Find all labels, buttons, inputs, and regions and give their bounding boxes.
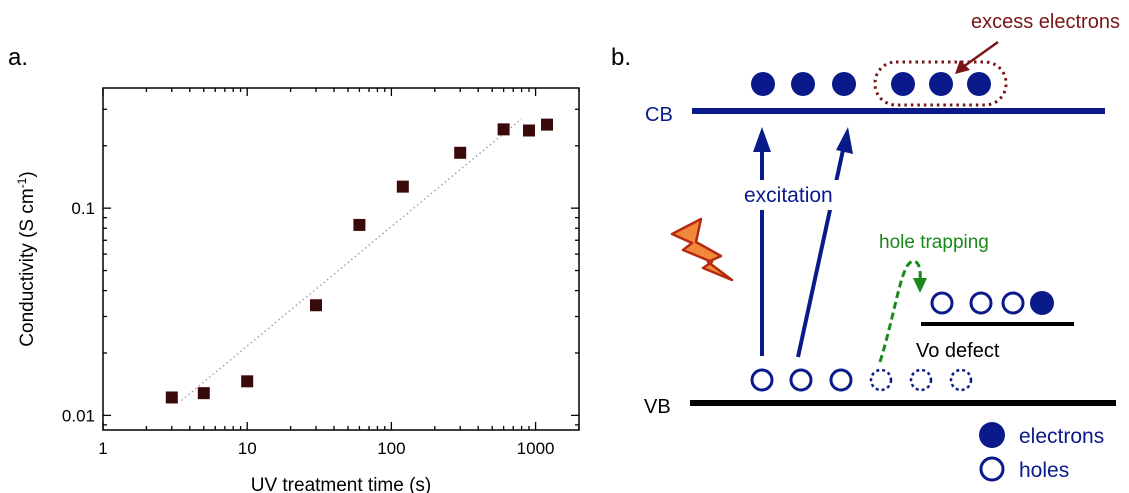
y-axis-label: Conductivity (S cm-1) xyxy=(15,171,38,346)
electron xyxy=(751,72,775,96)
vb-trapped-holes xyxy=(869,368,973,392)
x-axis-label: UV treatment time (s) xyxy=(251,475,432,493)
excitation-label: excitation xyxy=(744,184,833,207)
hole xyxy=(750,368,774,392)
cb-label: CB xyxy=(645,104,673,126)
excess-electrons-label: excess electrons xyxy=(971,11,1120,33)
electron xyxy=(791,72,815,96)
defect-label: Vo defect xyxy=(916,340,1000,362)
hole-trapping-arrow xyxy=(878,259,922,363)
data-point xyxy=(197,387,210,400)
data-point xyxy=(497,123,510,136)
fit-line xyxy=(181,118,523,401)
lightning-bolt-icon xyxy=(670,217,734,282)
data-point xyxy=(454,146,467,159)
legend-electrons-label: electrons xyxy=(1019,425,1104,448)
vb-holes xyxy=(750,368,853,392)
excitation-arrows xyxy=(753,127,853,358)
data-point xyxy=(241,375,254,388)
hole-trapping-arrow-head xyxy=(913,278,927,293)
legend: electrons holes xyxy=(979,422,1104,482)
hole xyxy=(1001,291,1025,315)
data-point xyxy=(522,124,535,137)
excess-arrow-head xyxy=(955,60,970,74)
data-point xyxy=(396,180,409,193)
plot-frame xyxy=(102,87,580,431)
electron xyxy=(1030,291,1054,315)
hole-trapped xyxy=(949,368,973,392)
electron xyxy=(929,72,953,96)
hole xyxy=(969,291,993,315)
data-point xyxy=(541,118,554,131)
y-axis-label-end: ) xyxy=(17,171,38,177)
y-tick-label: 0.01 xyxy=(62,406,95,425)
x-tick-label: 1000 xyxy=(517,439,555,458)
electron xyxy=(832,72,856,96)
y-tick-labels: 0.01 0.1 xyxy=(62,199,95,425)
y-axis-label-superscript: -1 xyxy=(15,177,29,188)
excitation-arrow-2-head xyxy=(836,127,853,154)
hole-trapped xyxy=(909,368,933,392)
electron xyxy=(967,72,991,96)
cb-electrons xyxy=(751,72,991,96)
legend-hole-icon xyxy=(979,456,1005,482)
hole-trapped xyxy=(869,368,893,392)
y-axis-label-main: Conductivity (S cm xyxy=(17,188,38,346)
panel-b: b. CB VB Vo defect excess electrons xyxy=(611,11,1120,482)
x-tick-label: 100 xyxy=(377,439,405,458)
vb-label: VB xyxy=(644,396,671,418)
panel-a-label: a. xyxy=(8,44,28,71)
y-ticks xyxy=(103,108,579,426)
defect-states xyxy=(930,291,1054,315)
hole xyxy=(930,291,954,315)
hole xyxy=(829,368,853,392)
data-points xyxy=(165,118,554,404)
x-ticks xyxy=(102,88,580,430)
hole-trapping-label: hole trapping xyxy=(879,232,989,253)
x-tick-labels: 1 10 100 1000 xyxy=(98,439,554,458)
excess-arrow-shaft xyxy=(962,40,999,69)
data-point xyxy=(309,299,322,312)
y-tick-label: 0.1 xyxy=(71,199,95,218)
excitation-label-bg xyxy=(738,180,859,210)
data-point xyxy=(353,218,366,231)
data-point xyxy=(165,391,178,404)
x-tick-label: 1 xyxy=(98,439,107,458)
panel-b-label: b. xyxy=(611,44,631,71)
legend-electron-icon xyxy=(979,422,1005,448)
x-tick-label: 10 xyxy=(238,439,257,458)
hole xyxy=(789,368,813,392)
panel-a: a. 1 10 100 1000 0.01 0.1 UV treatment time … xyxy=(8,44,580,493)
legend-holes-label: holes xyxy=(1019,459,1069,482)
excitation-arrow-1-head xyxy=(753,127,771,152)
electron xyxy=(891,72,915,96)
